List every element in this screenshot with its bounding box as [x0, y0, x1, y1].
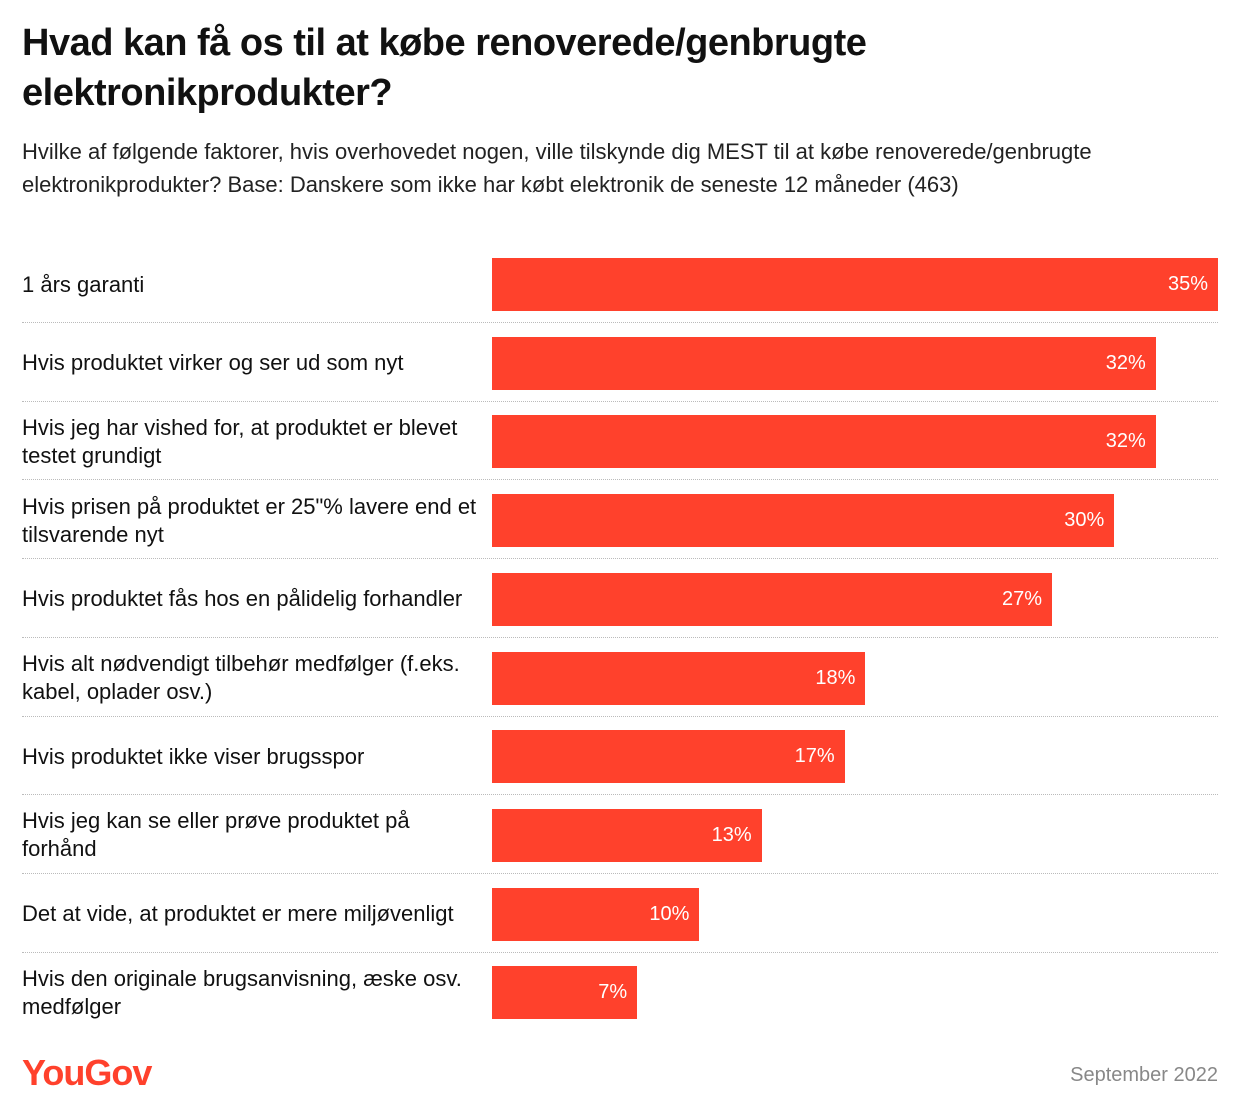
bar-row: Hvis produktet virker og ser ud som nyt 3… [0, 336, 1240, 402]
bar-row: Det at vide, at produktet er mere miljøv… [0, 887, 1240, 953]
bar: 30% [492, 494, 1115, 548]
bar-row: Hvis jeg kan se eller prøve produktet på… [0, 808, 1240, 874]
value-label: 13% [711, 823, 752, 846]
bar: 27% [492, 572, 1053, 626]
bar: 17% [492, 730, 845, 784]
category-label: Hvis produktet fås hos en pålidelig forh… [22, 586, 463, 612]
category-label: Hvis alt nødvendigt tilbehør medfølger (… [22, 651, 460, 704]
bar-row: Hvis alt nødvendigt tilbehør medfølger (… [0, 651, 1240, 717]
bar-row: Hvis jeg har vished for, at produktet er… [0, 414, 1240, 481]
date: September 2022 [1070, 1064, 1218, 1086]
category-label: 1 års garanti [22, 271, 145, 297]
value-label: 27% [1002, 587, 1043, 610]
bar-row: Hvis den originale brugsanvisning, æske … [0, 965, 1240, 1020]
row-separator [22, 558, 1218, 560]
value-label: 35% [1167, 273, 1208, 295]
value-label: 30% [1064, 509, 1105, 532]
bar-row: Hvis prisen på produktet er 25"% lavere … [0, 493, 1240, 560]
category-label: Hvis den originale brugsanvisning, æske … [22, 965, 462, 1019]
value-label: 17% [794, 745, 835, 768]
bar: 7% [492, 966, 638, 1020]
row-separator [22, 400, 1218, 402]
row-separator [22, 794, 1218, 796]
row-separator [22, 636, 1218, 638]
bar: 18% [492, 651, 866, 705]
bar-row: 1 års garanti 35% [0, 258, 1240, 323]
category-label: Hvis jeg har vished for, at produktet er… [22, 414, 458, 468]
category-label: Det at vide, at produktet er mere miljøv… [22, 901, 454, 927]
value-label: 32% [1105, 351, 1146, 374]
bar: 32% [492, 415, 1156, 469]
category-label: Hvis jeg kan se eller prøve produktet på… [22, 808, 410, 862]
bar: 10% [492, 887, 700, 941]
value-label: 32% [1105, 430, 1146, 453]
row-separator [22, 479, 1218, 481]
row-separator [22, 872, 1218, 874]
bar-row: Hvis produktet ikke viser brugsspor 17% [0, 730, 1240, 796]
bar: 13% [492, 808, 762, 862]
value-label: 10% [649, 902, 690, 925]
bar: 35% [492, 258, 1218, 311]
row-separator [22, 322, 1218, 323]
value-label: 7% [598, 981, 628, 1004]
chart-subtitle: Hvilke af følgende faktorer, hvis overho… [22, 139, 1092, 197]
value-label: 18% [815, 666, 856, 689]
bar: 32% [492, 336, 1156, 390]
row-separator [22, 951, 1218, 953]
source-logo: YouGov [22, 1052, 152, 1093]
bar-row: Hvis produktet fås hos en pålidelig forh… [0, 572, 1240, 638]
category-label: Hvis produktet ikke viser brugsspor [22, 743, 365, 769]
category-label: Hvis produktet virker og ser ud som nyt [22, 350, 404, 376]
category-label: Hvis prisen på produktet er 25"% lavere … [22, 493, 477, 547]
row-separator [22, 715, 1218, 717]
chart-title: Hvad kan få os til at købe renoverede/ge… [22, 22, 867, 114]
